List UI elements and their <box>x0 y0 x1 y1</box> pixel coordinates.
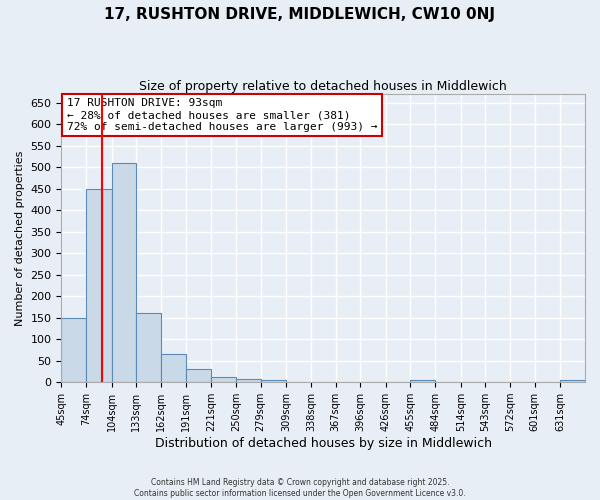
Bar <box>136 314 161 382</box>
Text: 17, RUSHTON DRIVE, MIDDLEWICH, CW10 0NJ: 17, RUSHTON DRIVE, MIDDLEWICH, CW10 0NJ <box>104 8 496 22</box>
Bar <box>61 318 86 382</box>
Bar <box>86 189 112 382</box>
Bar <box>211 377 236 382</box>
Text: Contains HM Land Registry data © Crown copyright and database right 2025.
Contai: Contains HM Land Registry data © Crown c… <box>134 478 466 498</box>
Bar <box>410 380 435 382</box>
Bar <box>186 370 211 382</box>
Text: 17 RUSHTON DRIVE: 93sqm
← 28% of detached houses are smaller (381)
72% of semi-d: 17 RUSHTON DRIVE: 93sqm ← 28% of detache… <box>67 98 377 132</box>
Title: Size of property relative to detached houses in Middlewich: Size of property relative to detached ho… <box>139 80 507 93</box>
X-axis label: Distribution of detached houses by size in Middlewich: Distribution of detached houses by size … <box>155 437 492 450</box>
Bar <box>236 379 260 382</box>
Y-axis label: Number of detached properties: Number of detached properties <box>15 150 25 326</box>
Bar <box>260 380 286 382</box>
Bar <box>112 163 136 382</box>
Bar <box>161 354 186 382</box>
Bar <box>560 380 585 382</box>
